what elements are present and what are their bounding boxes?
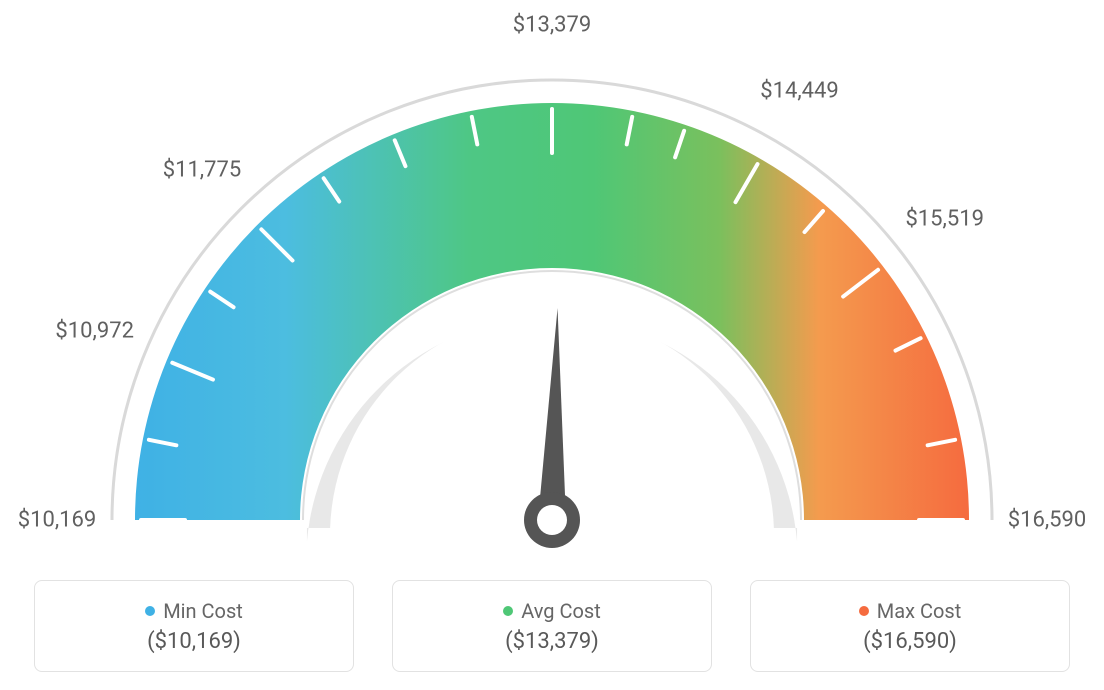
gauge-tick-label: $13,379 <box>513 13 592 38</box>
dot-icon <box>503 606 513 616</box>
legend-value: ($10,169) <box>147 629 241 654</box>
legend-title-avg: Avg Cost <box>503 599 601 623</box>
dot-icon <box>859 606 869 616</box>
legend-card-min: Min Cost ($10,169) <box>34 580 354 672</box>
legend-label: Min Cost <box>163 599 243 623</box>
gauge-tick-label: $15,519 <box>905 206 984 231</box>
legend-label: Avg Cost <box>521 599 601 623</box>
legend-row: Min Cost ($10,169) Avg Cost ($13,379) Ma… <box>0 580 1104 672</box>
legend-value: ($13,379) <box>505 629 599 654</box>
gauge-tick-label: $10,169 <box>18 508 97 533</box>
legend-value: ($16,590) <box>863 629 957 654</box>
legend-card-avg: Avg Cost ($13,379) <box>392 580 712 672</box>
gauge-tick-label: $16,590 <box>1008 508 1087 533</box>
gauge-chart: $10,169 $10,972 $11,775 $13,379 $14,449 $15,5… <box>0 0 1104 560</box>
legend-label: Max Cost <box>877 599 962 623</box>
gauge-tick-label: $10,972 <box>55 318 134 343</box>
gauge-svg <box>0 0 1104 560</box>
dot-icon <box>145 606 155 616</box>
gauge-tick-label: $14,449 <box>760 79 839 104</box>
legend-title-min: Min Cost <box>145 599 243 623</box>
legend-card-max: Max Cost ($16,590) <box>750 580 1070 672</box>
gauge-tick-label: $11,775 <box>163 157 242 182</box>
legend-title-max: Max Cost <box>859 599 962 623</box>
